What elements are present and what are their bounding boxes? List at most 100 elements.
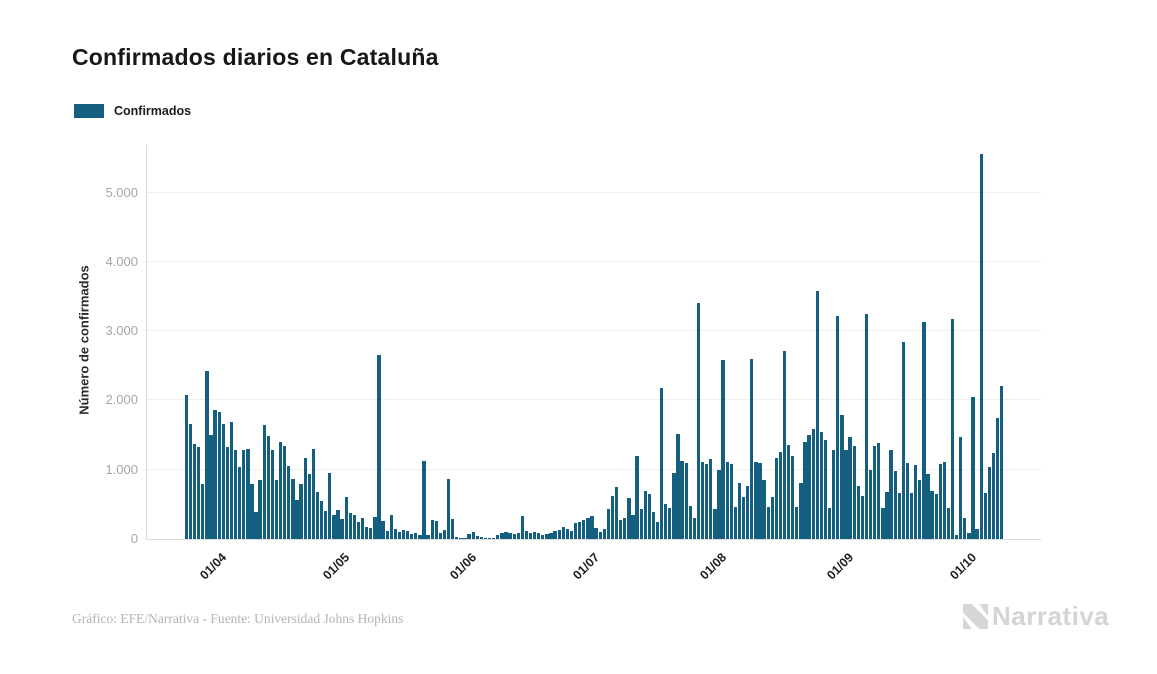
bar — [914, 464, 918, 539]
gridline-3000 — [147, 330, 1041, 332]
bar — [762, 480, 766, 539]
bar — [188, 423, 193, 539]
bar — [746, 486, 750, 539]
bar — [213, 410, 217, 539]
bar — [729, 463, 733, 539]
bar — [528, 532, 533, 539]
bar — [619, 520, 623, 539]
bar — [291, 479, 295, 539]
bar — [471, 532, 475, 539]
bar — [705, 464, 709, 539]
bar — [463, 537, 467, 539]
bar — [922, 322, 926, 539]
bar — [963, 517, 967, 539]
bar — [225, 447, 230, 539]
bar — [487, 537, 492, 539]
bar — [893, 471, 897, 539]
bar — [901, 342, 906, 539]
bar — [594, 527, 598, 539]
bar — [397, 532, 402, 539]
bar — [1000, 385, 1004, 539]
bar — [573, 523, 578, 539]
bar — [639, 509, 643, 539]
bar — [569, 530, 574, 539]
bar — [741, 497, 746, 539]
bar — [270, 450, 275, 539]
bar — [328, 472, 332, 539]
bar — [500, 533, 504, 539]
x-tick-label: 01/04 — [197, 550, 230, 583]
bar — [778, 452, 783, 539]
bar — [451, 518, 455, 539]
bar — [246, 448, 250, 539]
bar — [758, 462, 762, 539]
bar — [332, 515, 336, 539]
bar — [721, 360, 725, 539]
bar — [725, 462, 729, 539]
bar — [983, 493, 987, 539]
bar — [549, 532, 553, 539]
bar — [274, 480, 279, 539]
bar — [651, 512, 656, 539]
bar — [315, 491, 320, 539]
bar — [590, 516, 594, 539]
bar — [373, 517, 377, 539]
gridline-1000 — [147, 468, 1041, 470]
bar — [926, 474, 930, 539]
bar — [393, 528, 397, 539]
bar — [692, 517, 697, 539]
gridline-4000 — [147, 260, 1041, 262]
bar — [365, 526, 369, 539]
x-tick-label: 01/05 — [320, 550, 353, 583]
bar — [512, 533, 516, 539]
bar — [672, 473, 676, 539]
bar — [823, 440, 828, 539]
legend-label: Confirmados — [114, 104, 192, 118]
bar — [868, 469, 873, 539]
bar — [582, 520, 586, 539]
bar — [336, 509, 340, 539]
bar — [635, 455, 639, 539]
y-tick-label: 3.000 — [105, 323, 138, 339]
bar — [278, 442, 283, 539]
bar — [262, 425, 266, 539]
bar — [807, 435, 811, 539]
bar — [459, 537, 463, 539]
bar — [852, 446, 856, 539]
bar — [889, 450, 893, 539]
bar — [381, 520, 385, 539]
bar — [684, 462, 688, 539]
bar — [565, 528, 570, 539]
bar — [369, 528, 373, 539]
bar — [819, 432, 824, 539]
bar — [344, 496, 348, 539]
bar — [455, 536, 459, 539]
bar — [950, 318, 955, 539]
bar — [713, 509, 717, 539]
bar — [557, 529, 561, 539]
bar — [959, 437, 963, 539]
bar — [541, 534, 545, 539]
bar — [606, 508, 611, 539]
bar — [934, 493, 938, 539]
bar — [385, 530, 389, 539]
x-tick-label: 01/06 — [447, 550, 480, 583]
bar — [295, 500, 299, 539]
bar — [205, 370, 209, 539]
bar — [803, 442, 807, 539]
bar — [311, 449, 316, 539]
bar — [623, 517, 627, 539]
bar — [877, 442, 881, 539]
legend: Confirmados — [74, 104, 191, 118]
bar — [598, 532, 602, 539]
bar — [881, 507, 885, 539]
bar — [971, 397, 975, 539]
bar — [287, 466, 291, 539]
y-tick-label: 1.000 — [105, 461, 138, 477]
narrativa-logo: Narrativa — [962, 601, 1109, 632]
bar — [250, 483, 254, 539]
bar — [307, 473, 311, 539]
bar — [995, 418, 1000, 539]
bar — [258, 480, 262, 539]
